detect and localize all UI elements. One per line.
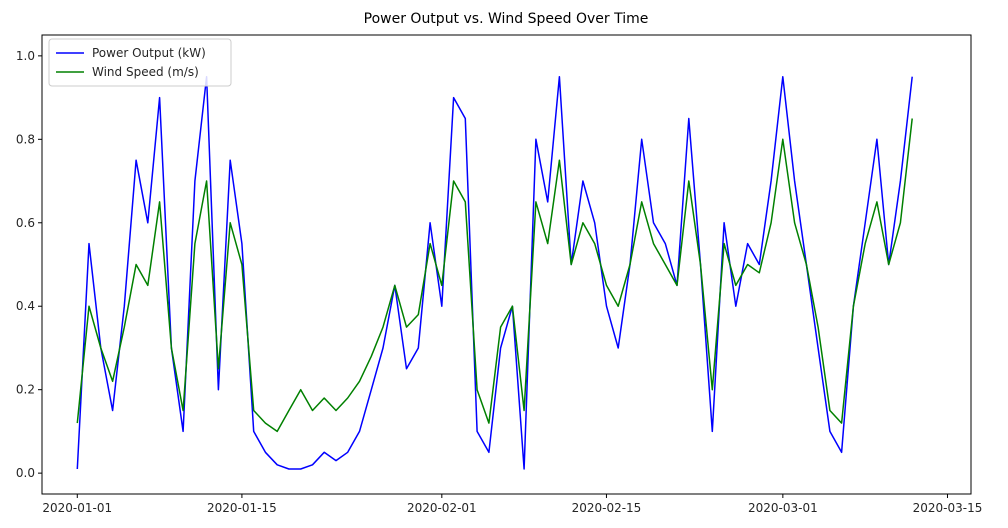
legend-box [48,38,232,87]
x-tick-label: 2020-02-15 [572,501,642,515]
y-tick-label: 0.8 [16,132,35,146]
x-tick-label: 2020-02-01 [407,501,477,515]
x-tick-label: 2020-01-01 [42,501,112,515]
plot-area-frame [41,34,972,495]
y-tick-label: 0.2 [16,383,35,397]
y-tick-label: 0.0 [16,466,35,480]
y-tick-label: 0.6 [16,216,35,230]
y-axis: 0.0 0.2 0.4 0.6 0.8 1.0 [16,49,42,480]
series-line-wind-speed [76,118,913,433]
x-tick-label: 2020-03-01 [748,501,818,515]
legend-label: Power Output (kW) [92,46,206,60]
y-tick-label: 0.4 [16,299,35,313]
x-axis: 2020-01-01 2020-01-15 2020-02-01 2020-02-15… [42,494,982,515]
y-tick-label: 1.0 [16,49,35,63]
x-tick-label: 2020-03-15 [913,501,983,515]
series-layer [76,75,913,470]
chart-title: Power Output vs. Wind Speed Over Time [364,11,649,27]
legend-label: Wind Speed (m/s) [92,65,199,79]
x-tick-label: 2020-01-15 [207,501,277,515]
legend: Power Output (kW) Wind Speed (m/s) [48,38,232,87]
